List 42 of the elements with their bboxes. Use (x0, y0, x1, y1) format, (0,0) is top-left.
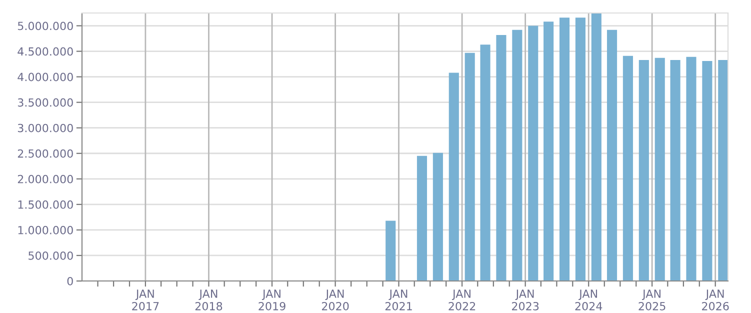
bar (670, 60, 680, 281)
bar (496, 34, 506, 281)
y-tick-label: 4.500.000 (18, 47, 73, 56)
bar (702, 60, 712, 281)
x-tick-label: JAN 2023 (512, 290, 539, 310)
bar (464, 52, 475, 281)
bar (575, 18, 586, 281)
bar (654, 58, 665, 281)
x-tick-label: JAN 2018 (195, 290, 222, 310)
y-tick-label: 5.000.000 (18, 22, 73, 30)
bar (718, 60, 728, 281)
bar (528, 26, 538, 281)
bar (432, 152, 443, 281)
x-tick-label: JAN 2022 (448, 290, 476, 310)
bar (480, 44, 490, 281)
bar (638, 60, 649, 281)
x-tick-label: JAN 2024 (575, 290, 602, 310)
y-tick-label: 500.000 (28, 251, 73, 260)
x-tick-label: JAN 2021 (385, 290, 412, 310)
bar (591, 14, 602, 281)
bar (622, 56, 633, 281)
bar (544, 22, 554, 281)
bar (512, 30, 522, 281)
y-tick-label: 1.500.000 (18, 200, 73, 209)
bar (448, 72, 459, 281)
x-tick-label: JAN 2017 (132, 290, 159, 310)
y-tick-label: 3.000.000 (18, 124, 73, 132)
bar (606, 30, 618, 281)
x-tick-label: JAN 2025 (638, 290, 666, 310)
bar (686, 56, 696, 281)
y-tick-label: 1.000.000 (18, 226, 73, 234)
y-tick-label: 2.000.000 (18, 174, 73, 184)
x-tick-label: JAN 2020 (322, 290, 349, 310)
bar (416, 156, 428, 281)
y-tick-label: 2.500.000 (18, 149, 73, 158)
y-tick-label: 0 (67, 276, 73, 286)
x-tick-label: JAN 2019 (258, 290, 286, 310)
y-tick-label: 3.500.000 (18, 98, 73, 107)
x-tick-label: JAN 2026 (702, 290, 729, 310)
bar (559, 18, 570, 281)
bar (386, 220, 396, 281)
y-tick-label: 4.000.000 (18, 72, 73, 82)
